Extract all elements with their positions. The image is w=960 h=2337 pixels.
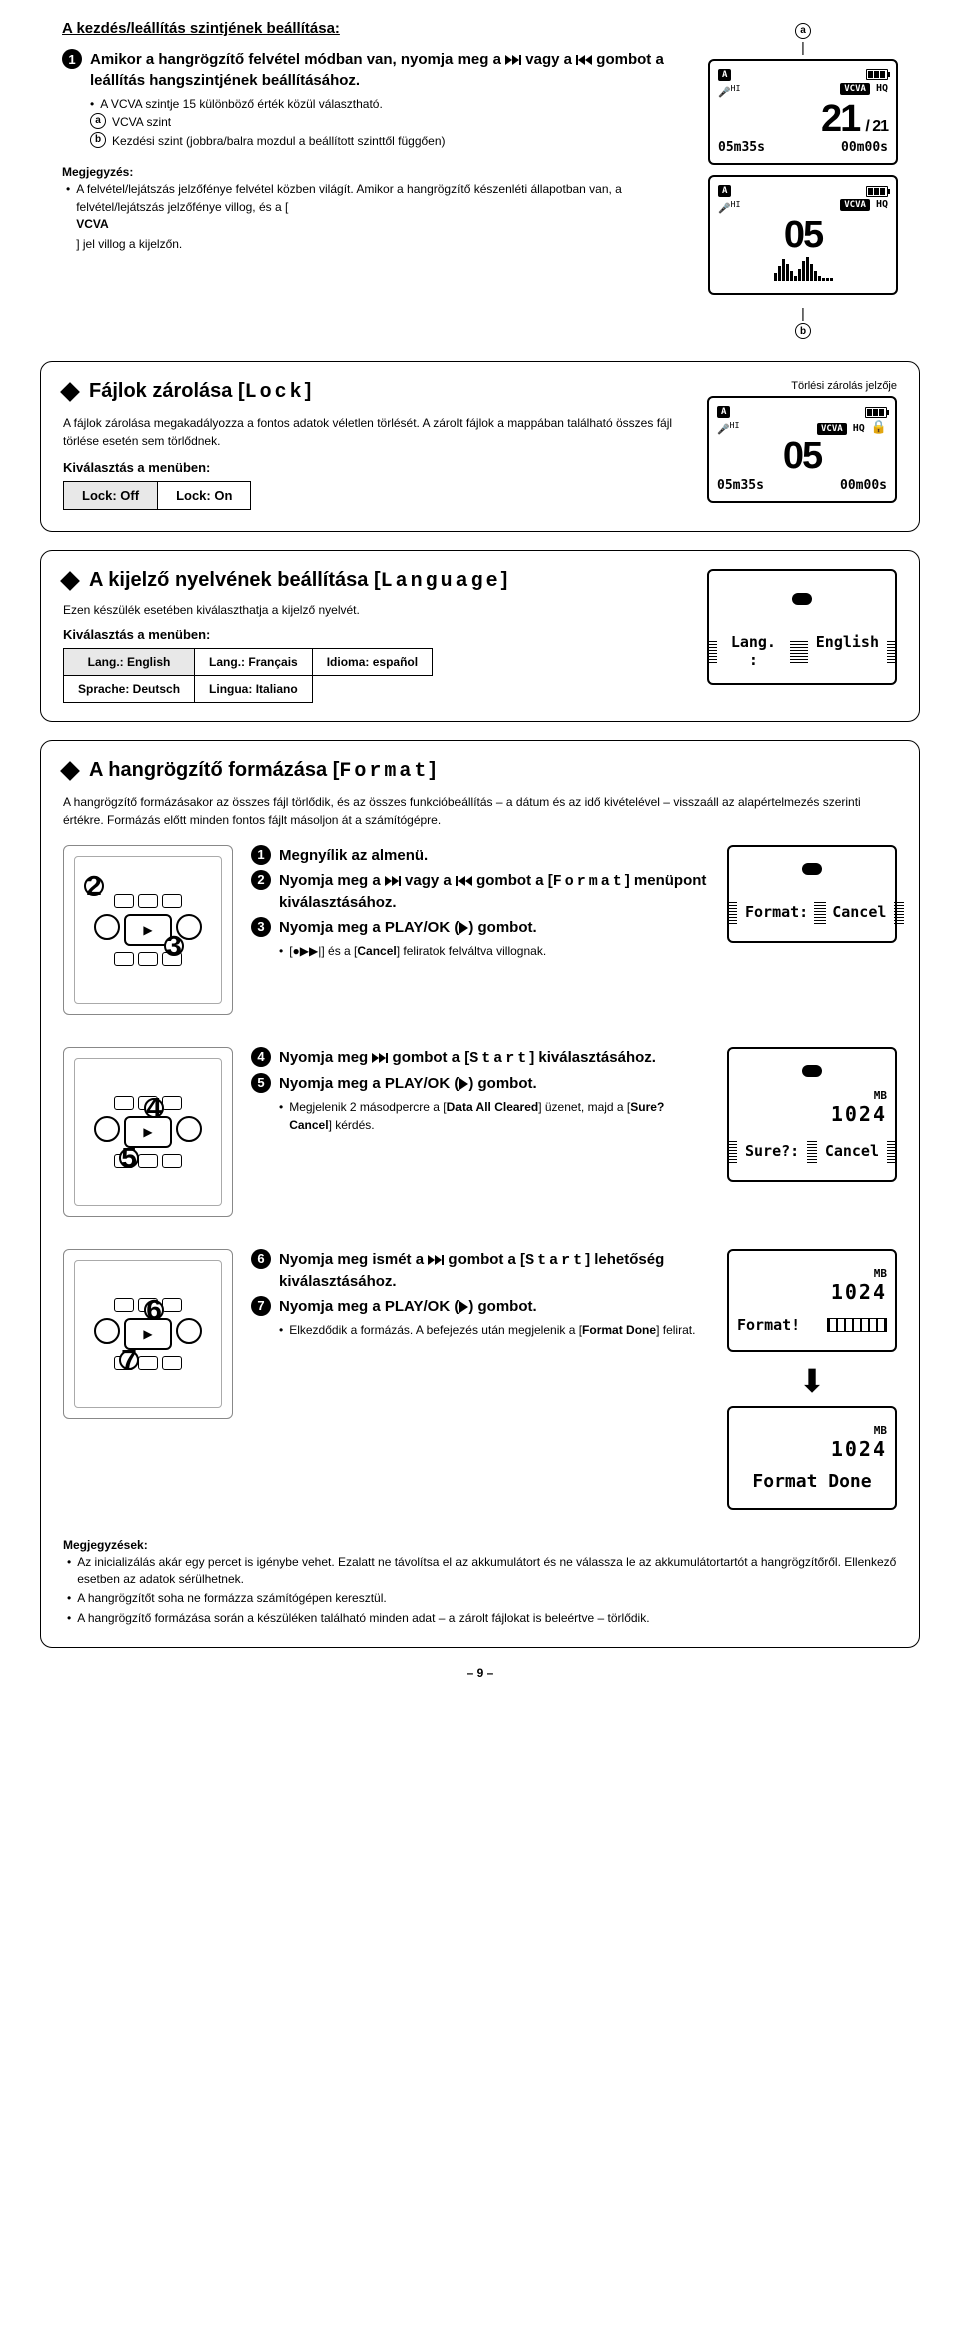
vcva-level-section: A kezdés/leállítás szintjének beállítása… xyxy=(40,20,920,361)
fmt-step-5: 5 xyxy=(251,1073,271,1093)
pointer-a: a xyxy=(795,23,811,39)
lock-on-option: Lock: On xyxy=(158,482,251,510)
lock-indicator-label: Törlési zárolás jelzője xyxy=(707,380,897,392)
fmt-step-2: 2 xyxy=(251,870,271,890)
progress-bar xyxy=(827,1318,887,1332)
language-desc: Ezen készülék esetében kiválaszthatja a … xyxy=(63,603,687,617)
lock-title: Fájlok zárolása [Lock] xyxy=(63,380,687,404)
callout-a: a xyxy=(90,113,106,129)
device-diagram-1: ▶ 2 3 xyxy=(63,845,233,1015)
callout-b-text: Kezdési szint (jobbra/balra mozdul a beá… xyxy=(112,132,446,151)
device-diagram-2: ▶ 4 5 xyxy=(63,1047,233,1217)
fmt-step-3-note: [●▶▶|] és a [Cancel] feliratok felváltva… xyxy=(279,942,709,960)
format-title: A hangrögzítő formázása [Format] xyxy=(63,759,897,783)
language-options-table: Lang.: EnglishLang.: FrançaisIdioma: esp… xyxy=(63,648,433,703)
lock-desc: A fájlok zárolása megakadályozza a fonto… xyxy=(63,414,687,450)
lock-section: Fájlok zárolása [Lock] A fájlok zárolása… xyxy=(40,361,920,532)
lock-icon: 🔒 xyxy=(871,420,887,435)
fmt-step-7: 7 xyxy=(251,1296,271,1316)
callout-b: b xyxy=(90,132,106,148)
fmt-step-7-text: Nyomja meg a PLAY/OK () gombot. xyxy=(279,1296,709,1317)
fmt-step-5-text: Nyomja meg a PLAY/OK () gombot. xyxy=(279,1073,709,1094)
lcd-format-cancel: Format:Cancel xyxy=(727,845,897,943)
format-section: A hangrögzítő formázása [Format] A hangr… xyxy=(40,740,920,1649)
language-title: A kijelző nyelvének beállítása [Language… xyxy=(63,569,687,593)
note-1: A felvétel/lejátszás jelzőfénye felvétel… xyxy=(66,181,688,253)
lcd-display-2: A 🎤HIVCVA HQ 05 xyxy=(708,175,898,295)
device-diagram-3: ▶ 6 7 xyxy=(63,1249,233,1419)
pointer-b: b xyxy=(795,323,811,339)
step-1-badge: 1 xyxy=(62,49,82,69)
fmt-step-1-text: Megnyílik az almenü. xyxy=(279,845,709,866)
format-note-1: Az inicializálás akár egy percet is igén… xyxy=(67,1554,897,1589)
fmt-step-1: 1 xyxy=(251,845,271,865)
fmt-step-2-text: Nyomja meg a vagy a gombot a [Format] me… xyxy=(279,870,709,913)
fmt-step-4: 4 xyxy=(251,1047,271,1067)
page-number: – 9 – xyxy=(40,1666,920,1680)
callout-a-text: VCVA szint xyxy=(112,113,171,132)
fmt-step-3: 3 xyxy=(251,917,271,937)
lcd-lock-display: A 🎤HIVCVA HQ 🔒 05 05m35s00m00s xyxy=(707,396,897,503)
lang-italiano: Lingua: Italiano xyxy=(195,675,313,702)
step-1-text: Amikor a hangrögzítő felvétel módban van… xyxy=(90,49,688,91)
arrow-down-icon: ⬇ xyxy=(727,1362,897,1400)
format-notes-heading: Megjegyzések: xyxy=(63,1538,897,1552)
lang-deutsch: Sprache: Deutsch xyxy=(64,675,195,702)
rw-icon xyxy=(576,55,592,65)
lock-options-table: Lock: OffLock: On xyxy=(63,481,251,510)
ff-icon xyxy=(505,55,521,65)
lang-espanol: Idioma: español xyxy=(312,648,432,675)
lcd-formatting: MB1024 Format! xyxy=(727,1249,897,1352)
fmt-step-4-text: Nyomja meg gombot a [Start] kiválasztásá… xyxy=(279,1047,709,1069)
lang-francais: Lang.: Français xyxy=(195,648,313,675)
ok-icon xyxy=(792,593,812,605)
fmt-step-7-note: Elkezdődik a formázás. A befejezés után … xyxy=(279,1321,709,1339)
note-heading: Megjegyzés: xyxy=(62,165,688,179)
lang-menu-label: Kiválasztás a menüben: xyxy=(63,627,687,642)
lcd-display-1: A 🎤HIVCVA HQ 21/ 21 05m35s00m00s xyxy=(708,59,898,166)
format-note-2: A hangrögzítőt soha ne formázza számítóg… xyxy=(67,1590,897,1607)
lock-off-option: Lock: Off xyxy=(64,482,158,510)
fmt-step-6: 6 xyxy=(251,1249,271,1269)
fmt-step-3-text: Nyomja meg a PLAY/OK () gombot. xyxy=(279,917,709,938)
lcd-language-display: Lang. :English xyxy=(707,569,897,685)
lcd-sure-cancel: MB1024 Sure?:Cancel xyxy=(727,1047,897,1182)
vcva-heading: A kezdés/leállítás szintjének beállítása… xyxy=(62,20,688,37)
lang-english: Lang.: English xyxy=(64,648,195,675)
language-section: A kijelző nyelvének beállítása [Language… xyxy=(40,550,920,722)
fmt-step-6-text: Nyomja meg ismét a gombot a [Start] lehe… xyxy=(279,1249,709,1292)
menu-select-label: Kiválasztás a menüben: xyxy=(63,460,687,475)
fmt-step-5-note: Megjelenik 2 másodpercre a [Data All Cle… xyxy=(279,1098,709,1134)
format-note-3: A hangrögzítő formázása során a készülék… xyxy=(67,1610,897,1627)
lcd-format-done: MB1024 Format Done xyxy=(727,1406,897,1510)
format-intro: A hangrögzítő formázásakor az összes fáj… xyxy=(63,793,897,829)
vcva-levels-note: A VCVA szintje 15 különböző érték közül … xyxy=(90,95,688,113)
